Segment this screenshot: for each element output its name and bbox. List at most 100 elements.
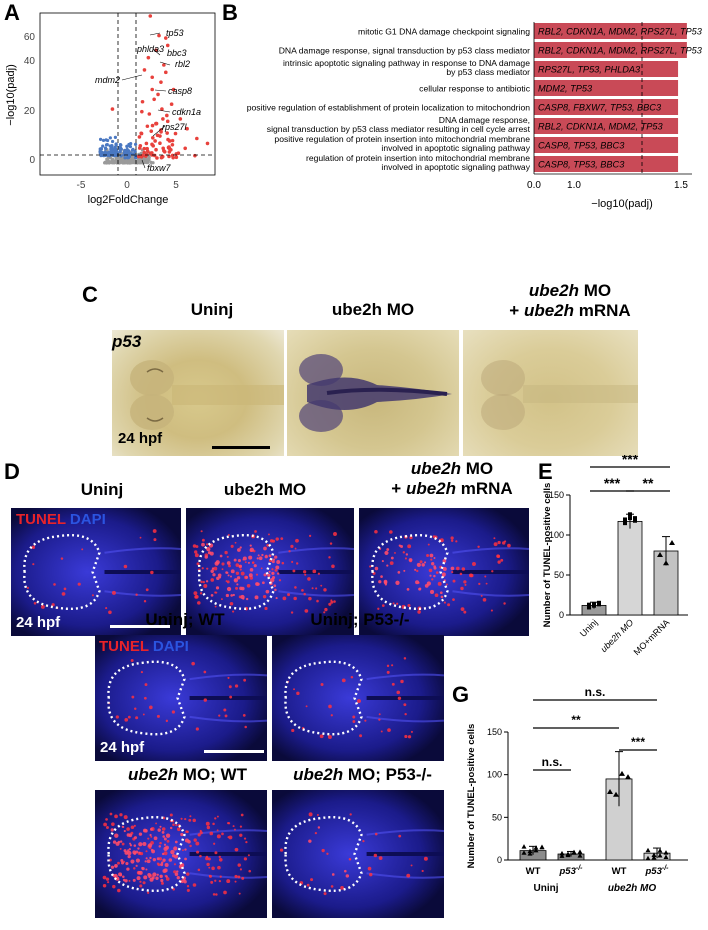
tunel-signal: [63, 587, 67, 591]
tunel-signal: [400, 544, 404, 548]
tunel-signal: [123, 849, 127, 853]
f-title-mo-p53: ube2h MO; P53-/-: [293, 765, 432, 784]
tunel-signal: [77, 582, 81, 586]
volcano-xlabel: log2FoldChange: [88, 194, 169, 206]
tunel-signal: [274, 588, 277, 592]
go-bar: [534, 156, 679, 172]
volcano-point-up: [147, 112, 152, 116]
volcano-point-ns: [128, 160, 132, 165]
tunel-signal: [243, 678, 247, 682]
volcano-point-ns: [106, 161, 110, 165]
tunel-signal: [429, 574, 432, 577]
tunel-signal: [330, 885, 334, 888]
tunel-signal: [254, 595, 259, 600]
tunel-signal: [459, 572, 463, 576]
tunel-signal: [191, 661, 195, 666]
tunel-signal: [119, 840, 123, 843]
tunel-signal: [331, 564, 335, 569]
tunel-signal: [205, 580, 209, 583]
tunel-signal: [405, 553, 409, 556]
tunel-signal: [264, 555, 268, 559]
tunel-signal: [172, 823, 175, 826]
volcano-point-up: [167, 145, 171, 149]
go-bar-genes: RPS27L, TP53, PHLDA3: [538, 65, 641, 75]
tunel-signal: [330, 600, 334, 604]
tunel-signal: [404, 712, 407, 716]
tunel-signal: [352, 720, 356, 723]
tunel-signal: [152, 872, 157, 877]
tunel-signal: [223, 708, 227, 712]
go-term-label: positive regulation of protein insertion…: [274, 134, 530, 144]
tunel-signal: [127, 715, 131, 719]
tunel-signal: [169, 826, 173, 830]
tunel-signal: [160, 878, 164, 883]
tunel-signal: [410, 730, 413, 733]
g-data-point: [533, 845, 539, 850]
tunel-signal: [317, 572, 321, 575]
tunel-signal: [275, 565, 280, 570]
tunel-signal: [145, 588, 149, 592]
tunel-signal: [244, 725, 247, 729]
volcano-point-up: [154, 147, 158, 152]
volcano-point-up: [154, 121, 158, 126]
tunel-signal: [396, 690, 401, 695]
tunel-signal: [482, 598, 487, 602]
tunel-signal: [126, 867, 130, 871]
tunel-signal: [301, 589, 304, 592]
tunel-signal: [156, 714, 160, 718]
volcano-point-ns: [137, 157, 142, 161]
tunel-signal: [249, 576, 254, 580]
gene-label-phlda3: phlda3: [136, 44, 164, 54]
volcano-point-down: [109, 152, 113, 157]
tunel-signal: [129, 842, 132, 845]
tunel-signal: [409, 536, 413, 540]
tunel-signal: [188, 818, 192, 822]
tunel-signal: [228, 835, 233, 840]
tunel-signal: [102, 884, 107, 888]
go-enrichment-chart: RBL2, CDKN1A, MDM2, RPS27L, TP53 mitotic …: [247, 22, 703, 210]
tunel-bar-chart-g: 0 50 100 150 Number of TUNEL-positive cells W…: [466, 685, 688, 894]
tunel-signal: [373, 853, 378, 858]
tunel-signal: [197, 833, 201, 837]
tunel-signal: [236, 576, 241, 580]
tunel-signal: [227, 836, 230, 839]
tunel-signal: [225, 571, 228, 574]
tunel-signal: [203, 584, 208, 588]
tunel-signal: [200, 580, 203, 584]
tunel-signal: [507, 543, 511, 548]
c-title-uninj: Uninj: [190, 300, 234, 319]
tunel-signal: [400, 679, 404, 684]
tunel-signal: [235, 563, 240, 567]
e-data-point: [623, 521, 627, 526]
tunel-signal: [268, 554, 272, 558]
tunel-signal: [230, 569, 235, 574]
tunel-signal: [272, 558, 276, 561]
tunel-signal: [428, 568, 433, 573]
tunel-signal: [384, 550, 389, 556]
g-data-point: [651, 855, 657, 860]
tunel-signal: [173, 863, 177, 866]
go-term-label: DNA damage response,: [439, 115, 530, 125]
volcano-point-ns: [121, 158, 125, 162]
tunel-signal: [199, 831, 203, 835]
tunel-signal: [442, 567, 447, 571]
g-data-point: [539, 844, 545, 849]
tunel-signal: [219, 875, 222, 878]
tunel-signal: [213, 566, 218, 571]
g-data-point: [651, 852, 657, 858]
tunel-signal: [374, 832, 378, 836]
volcano-point-up: [152, 153, 157, 158]
tunel-signal: [463, 610, 467, 614]
tunel-signal: [320, 682, 324, 686]
tunel-signal: [142, 713, 145, 716]
tunel-signal: [186, 888, 190, 892]
tunel-signal: [33, 602, 37, 605]
tunel-signal: [407, 544, 412, 549]
g-data-point: [613, 791, 619, 797]
tunel-signal: [421, 869, 424, 873]
volcano-point-up: [166, 137, 170, 142]
tunel-signal: [386, 664, 390, 668]
go-rows: RBL2, CDKN1A, MDM2, RPS27L, TP53 mitotic …: [247, 23, 703, 172]
go-bar-genes: MDM2, TP53: [538, 84, 593, 94]
tunel-signal: [268, 533, 270, 536]
